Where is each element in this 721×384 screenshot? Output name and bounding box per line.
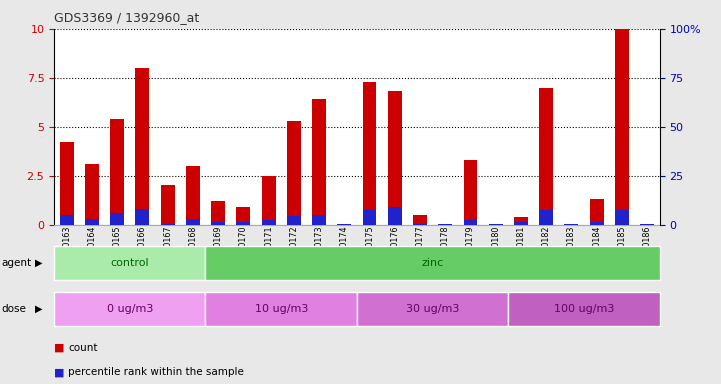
Bar bbox=[640, 224, 654, 225]
Bar bbox=[110, 213, 124, 225]
Text: count: count bbox=[68, 343, 98, 353]
Text: GSM280166: GSM280166 bbox=[138, 226, 147, 274]
Bar bbox=[489, 224, 503, 225]
Bar bbox=[508, 292, 660, 326]
Text: 10 ug/m3: 10 ug/m3 bbox=[255, 304, 308, 314]
Bar bbox=[287, 216, 301, 225]
Bar bbox=[60, 142, 74, 225]
Text: GSM280171: GSM280171 bbox=[264, 226, 273, 274]
Bar bbox=[110, 119, 124, 225]
Bar bbox=[388, 207, 402, 225]
Text: GSM280167: GSM280167 bbox=[163, 226, 172, 274]
Text: GSM280168: GSM280168 bbox=[188, 226, 198, 274]
Bar bbox=[514, 217, 528, 225]
Bar bbox=[85, 164, 99, 225]
Bar bbox=[262, 176, 275, 225]
Bar bbox=[205, 292, 357, 326]
Bar bbox=[615, 29, 629, 225]
Bar bbox=[161, 223, 174, 225]
Text: GSM280180: GSM280180 bbox=[491, 226, 500, 274]
Bar bbox=[464, 220, 477, 225]
Bar bbox=[539, 88, 553, 225]
Bar bbox=[312, 99, 326, 225]
Bar bbox=[615, 210, 629, 225]
Bar bbox=[262, 220, 275, 225]
Bar bbox=[211, 222, 225, 225]
Text: GSM280169: GSM280169 bbox=[213, 226, 223, 274]
Bar bbox=[85, 219, 99, 225]
Text: GSM280179: GSM280179 bbox=[466, 226, 475, 274]
Bar bbox=[136, 209, 149, 225]
Bar bbox=[357, 292, 508, 326]
Bar bbox=[205, 246, 660, 280]
Bar bbox=[54, 292, 205, 326]
Text: ▶: ▶ bbox=[35, 258, 42, 268]
Bar bbox=[363, 210, 376, 225]
Text: percentile rank within the sample: percentile rank within the sample bbox=[68, 367, 244, 377]
Bar bbox=[136, 68, 149, 225]
Text: ▶: ▶ bbox=[35, 304, 42, 314]
Bar bbox=[236, 222, 250, 225]
Text: ■: ■ bbox=[54, 367, 65, 377]
Bar bbox=[186, 219, 200, 225]
Bar bbox=[54, 246, 205, 280]
Text: ■: ■ bbox=[54, 343, 65, 353]
Text: GSM280175: GSM280175 bbox=[365, 226, 374, 274]
Bar bbox=[337, 224, 351, 225]
Bar bbox=[161, 185, 174, 225]
Text: GSM280184: GSM280184 bbox=[592, 226, 601, 274]
Text: control: control bbox=[110, 258, 149, 268]
Text: GDS3369 / 1392960_at: GDS3369 / 1392960_at bbox=[54, 12, 199, 25]
Text: GSM280165: GSM280165 bbox=[112, 226, 122, 274]
Bar bbox=[565, 224, 578, 225]
Bar bbox=[438, 224, 452, 225]
Text: GSM280183: GSM280183 bbox=[567, 226, 576, 274]
Text: 100 ug/m3: 100 ug/m3 bbox=[554, 304, 614, 314]
Bar bbox=[590, 222, 603, 225]
Text: GSM280164: GSM280164 bbox=[87, 226, 97, 274]
Bar bbox=[565, 224, 578, 225]
Text: GSM280185: GSM280185 bbox=[617, 226, 627, 274]
Bar bbox=[287, 121, 301, 225]
Bar bbox=[236, 207, 250, 225]
Bar bbox=[388, 91, 402, 225]
Text: GSM280172: GSM280172 bbox=[289, 226, 298, 274]
Text: GSM280163: GSM280163 bbox=[62, 226, 71, 274]
Text: GSM280182: GSM280182 bbox=[541, 226, 551, 274]
Bar bbox=[413, 224, 427, 225]
Bar bbox=[363, 82, 376, 225]
Text: GSM280176: GSM280176 bbox=[390, 226, 399, 274]
Bar bbox=[312, 215, 326, 225]
Text: GSM280181: GSM280181 bbox=[516, 226, 526, 274]
Text: GSM280177: GSM280177 bbox=[415, 226, 425, 274]
Text: agent: agent bbox=[1, 258, 32, 268]
Bar bbox=[413, 215, 427, 225]
Bar bbox=[590, 199, 603, 225]
Bar bbox=[539, 210, 553, 225]
Bar bbox=[337, 224, 351, 225]
Text: dose: dose bbox=[1, 304, 27, 314]
Text: zinc: zinc bbox=[422, 258, 443, 268]
Text: 0 ug/m3: 0 ug/m3 bbox=[107, 304, 153, 314]
Bar bbox=[514, 222, 528, 225]
Bar bbox=[438, 224, 452, 225]
Bar bbox=[640, 224, 654, 225]
Text: GSM280178: GSM280178 bbox=[441, 226, 450, 274]
Text: GSM280174: GSM280174 bbox=[340, 226, 349, 274]
Bar bbox=[211, 201, 225, 225]
Bar bbox=[60, 215, 74, 225]
Bar bbox=[186, 166, 200, 225]
Text: GSM280186: GSM280186 bbox=[642, 226, 652, 274]
Bar bbox=[464, 160, 477, 225]
Text: GSM280173: GSM280173 bbox=[314, 226, 324, 274]
Text: 30 ug/m3: 30 ug/m3 bbox=[406, 304, 459, 314]
Bar bbox=[489, 224, 503, 225]
Text: GSM280170: GSM280170 bbox=[239, 226, 248, 274]
